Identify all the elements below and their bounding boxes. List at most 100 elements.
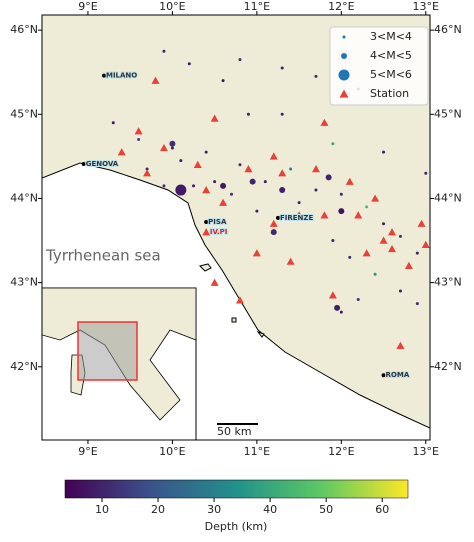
x-tick-label: 9°E [78, 0, 97, 13]
x-tick-label: 11°E [244, 0, 270, 13]
station [295, 211, 304, 219]
sea-label: Tyrrhenean sea [45, 247, 161, 265]
event [280, 112, 284, 116]
event [170, 146, 174, 150]
station [202, 228, 211, 236]
station [320, 118, 329, 126]
event [162, 49, 166, 53]
colorbar [64, 479, 409, 499]
event [382, 222, 386, 226]
event [339, 192, 343, 196]
event [255, 209, 259, 213]
station [286, 257, 295, 265]
event [339, 310, 343, 314]
station [134, 127, 143, 135]
event [238, 58, 242, 62]
inset [41, 287, 197, 441]
city-label: IV.PI [210, 228, 228, 236]
colorbar-label: Depth (km) [205, 520, 268, 533]
event [338, 208, 345, 215]
event [179, 159, 183, 163]
station [421, 240, 430, 248]
station [404, 261, 413, 269]
event [334, 304, 341, 311]
event [415, 302, 419, 306]
y-tick-label: 46°N [434, 23, 462, 36]
scale-label: 50 km [217, 425, 252, 438]
city-label: FIRENZE [280, 214, 313, 222]
y-tick-label: 42°N [434, 360, 462, 373]
station [328, 291, 337, 299]
colorbar-tick-label: 10 [95, 503, 109, 516]
city [381, 373, 386, 378]
station [269, 219, 278, 227]
colorbar-tick-label: 30 [207, 503, 221, 516]
x-tick-label: 12°E [328, 445, 354, 458]
station [354, 211, 363, 219]
event [356, 297, 360, 301]
event [238, 163, 242, 167]
event [373, 272, 377, 276]
x-tick-label: 9°E [78, 445, 97, 458]
y-tick-label: 43°N [10, 276, 38, 289]
y-tick-label: 43°N [434, 276, 462, 289]
y-tick-label: 45°N [434, 107, 462, 120]
event [348, 255, 352, 259]
station [379, 236, 388, 244]
x-tick-label: 13°E [413, 445, 439, 458]
event [365, 205, 369, 209]
event [325, 174, 332, 181]
station [159, 143, 168, 152]
station [387, 244, 396, 253]
event [137, 138, 141, 142]
station [345, 177, 354, 185]
event [192, 184, 196, 188]
event [398, 234, 402, 238]
station [235, 296, 244, 304]
city-label: GENOVA [86, 160, 119, 168]
station [210, 114, 219, 122]
city [81, 161, 86, 166]
station [396, 341, 405, 349]
y-tick-label: 42°N [10, 360, 38, 373]
event [314, 74, 318, 78]
station [244, 165, 253, 173]
legend-label: Station [370, 87, 409, 100]
station [269, 152, 278, 160]
city [101, 73, 106, 78]
x-tick-label: 13°E [413, 0, 439, 13]
event [424, 171, 428, 175]
event [145, 167, 149, 171]
city [204, 220, 209, 225]
event [415, 251, 419, 255]
colorbar-tick-label: 60 [375, 503, 389, 516]
event [169, 140, 176, 147]
colorbar-tick-label: 20 [151, 503, 165, 516]
inset-extent [77, 321, 138, 381]
station [117, 148, 126, 156]
event [263, 180, 267, 184]
event [314, 188, 318, 192]
event [187, 62, 191, 66]
event [280, 66, 284, 70]
y-tick-label: 46°N [10, 23, 38, 36]
legend-label: 4<M<5 [370, 49, 412, 62]
event [331, 142, 335, 146]
station [362, 249, 371, 257]
x-tick-label: 10°E [159, 0, 185, 13]
station [210, 278, 219, 286]
x-tick-label: 11°E [244, 445, 270, 458]
event [221, 79, 225, 83]
islands [199, 263, 265, 338]
station [193, 160, 202, 169]
city-label: PISA [208, 218, 227, 226]
x-tick-label: 10°E [159, 445, 185, 458]
event [220, 182, 227, 189]
station [202, 186, 211, 194]
station [143, 169, 152, 177]
legend-marker [341, 53, 347, 59]
legend-marker [342, 35, 346, 39]
event [162, 184, 166, 188]
legend [329, 26, 429, 106]
